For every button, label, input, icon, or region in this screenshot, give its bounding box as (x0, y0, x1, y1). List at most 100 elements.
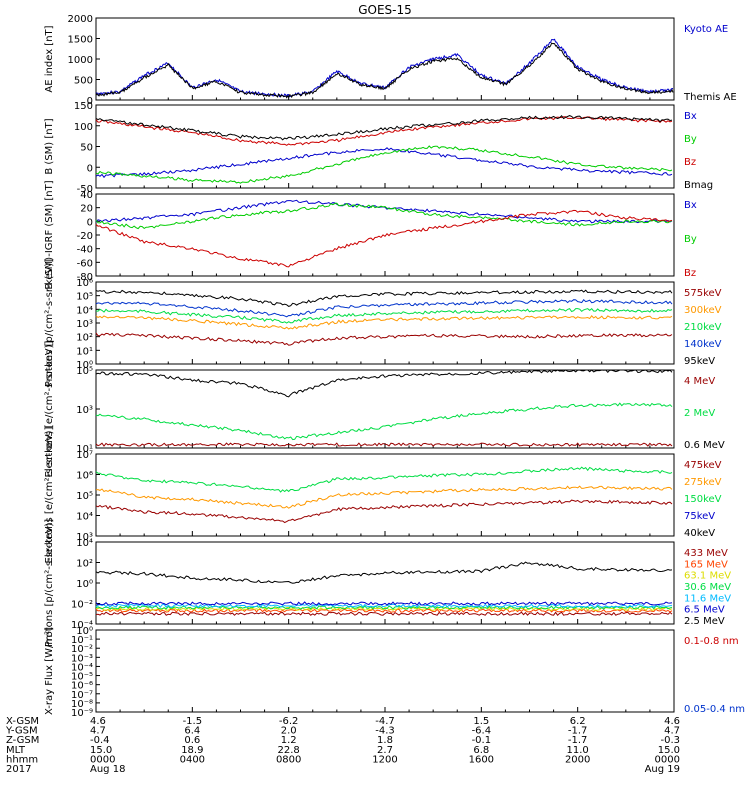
time-row-value: 4.6 (90, 716, 106, 727)
time-row-value: 6.8 (473, 745, 489, 756)
legend-label: 475keV (684, 460, 722, 471)
legend-label: 11.6 MeV (684, 593, 731, 604)
y-tick-label: 10⁵ (76, 491, 93, 502)
time-row-value: 4.7 (90, 726, 106, 737)
y-tick-label: 10³ (76, 319, 93, 330)
time-row-value: -6.2 (279, 716, 299, 727)
y-tick-label: 10⁻⁵ (71, 672, 93, 683)
series-line-0 (95, 332, 673, 346)
y-axis-label: Electrons [e/(cm²-s-sr-keV)] (44, 426, 55, 563)
time-row-value: 1600 (469, 754, 494, 765)
legend-label: 30.6 MeV (684, 582, 731, 593)
y-tick-label: 10⁻⁸ (71, 699, 93, 710)
legend-label: 300keV (684, 305, 722, 316)
series-line-2 (95, 466, 673, 493)
legend-label: 63.1 MeV (684, 571, 731, 582)
y-tick-label: 10⁻⁴ (71, 662, 93, 673)
y-tick-label: 10⁰ (76, 579, 93, 590)
series-line-3 (95, 605, 673, 610)
legend-label: 95keV (684, 356, 715, 367)
time-row-value: 0.6 (184, 735, 200, 746)
time-row-value: 2.0 (281, 726, 297, 737)
series-line-2 (95, 307, 673, 324)
y-tick-label: 0 (87, 96, 93, 107)
series-line-1 (95, 608, 673, 613)
series-line-0 (95, 499, 673, 524)
time-row-value: 1.8 (377, 735, 393, 746)
y-tick-label: 10⁻⁶ (71, 681, 93, 692)
y-tick-label: 2000 (68, 14, 93, 25)
legend-label: Kyoto AE (684, 24, 728, 35)
y-tick-label: 10² (76, 559, 93, 570)
time-row-value: Aug 18 (90, 764, 125, 775)
panel-6: 10⁻⁴ 10⁻² 10⁰ 10² 10⁴ Protons [p/(cm²-s-sr-ke… (44, 519, 731, 647)
panel-0: 0 500 1000 1500 2000 AE index [nT] Kyoto AE The… (44, 14, 737, 107)
legend-label: Themis AE (683, 92, 737, 103)
series-line-1 (95, 145, 673, 184)
y-tick-label: 10⁻⁷ (71, 690, 93, 701)
time-row-value: Aug 19 (645, 764, 680, 775)
y-tick-label: 150 (74, 101, 93, 112)
y-tick-label: 20 (80, 204, 93, 215)
legend-label: 2 MeV (684, 408, 715, 419)
y-tick-label: 50 (80, 143, 93, 154)
time-row-label: 2017 (6, 764, 31, 775)
time-row-value: -0.1 (472, 735, 492, 746)
time-row-value: 0000 (90, 754, 115, 765)
y-tick-label: 10⁵ (76, 366, 93, 377)
y-tick-label: 10³ (76, 405, 93, 416)
legend-label: Bx (684, 200, 697, 211)
y-tick-label: 0 (87, 163, 93, 174)
y-tick-label: 10⁶ (76, 278, 93, 289)
series-line-0 (95, 611, 673, 616)
time-row-value: 1200 (372, 754, 397, 765)
legend-label: 0.6 MeV (684, 440, 725, 451)
y-tick-label: -40 (77, 245, 93, 256)
y-tick-label: 500 (74, 76, 93, 87)
legend-label: By (684, 234, 697, 245)
time-row-value: 6.2 (570, 716, 586, 727)
y-tick-label: 100 (74, 122, 93, 133)
time-row-label: Y-GSM (5, 726, 38, 737)
series-line-0 (95, 442, 673, 447)
y-axis-label: Protons [p/(cm²-s-sr-keV)] (44, 519, 55, 647)
y-tick-label: -60 (77, 258, 93, 269)
series-line-2 (95, 369, 673, 398)
legend-label: 140keV (684, 339, 722, 350)
y-tick-label: 40 (80, 190, 93, 201)
series-line-4 (95, 603, 673, 609)
time-row-value: 0800 (276, 754, 301, 765)
y-tick-label: 10⁻¹ (71, 635, 93, 646)
panel-2: -80 -60 -40 -20 0 20 40 B (SM)-IGRF (SM) [nT] Bx… (44, 180, 697, 289)
y-tick-label: 10⁰ (76, 626, 93, 637)
time-row-label: X-GSM (6, 716, 39, 727)
series-line-1 (95, 402, 673, 441)
legend-label: 40keV (684, 528, 715, 539)
y-tick-label: -80 (77, 272, 93, 283)
time-row-value: -1.7 (568, 726, 588, 737)
y-tick-label: 10³ (76, 532, 93, 543)
y-tick-label: 10⁻² (71, 644, 93, 655)
time-row-value: -1.5 (183, 716, 203, 727)
legend-label: By (684, 134, 697, 145)
y-tick-label: -20 (77, 231, 93, 242)
series-line-3 (95, 115, 673, 141)
time-row-value: -0.4 (90, 735, 110, 746)
y-axis-label: Electrons [e/(cm²-s-sr-keV)] (44, 340, 55, 477)
panel-3: 10⁰ 10¹ 10² 10³ 10⁴ 10⁵ 10⁶ Protons [p/(cm²-s-s… (44, 259, 722, 387)
legend-label: 275keV (684, 477, 722, 488)
time-row-label: Z-GSM (6, 735, 39, 746)
legend-label: 210keV (684, 322, 722, 333)
time-row-value: 0400 (180, 754, 205, 765)
series-line-5 (95, 601, 673, 606)
time-row-value: 18.9 (181, 745, 203, 756)
time-row-value: 6.4 (184, 726, 200, 737)
y-tick-label: 10⁷ (76, 450, 93, 461)
time-row-label: hhmm (6, 754, 38, 765)
y-axis-label: B (SM) [nT] (44, 118, 55, 174)
y-tick-label: 10² (76, 333, 93, 344)
y-axis-label: X-ray Flux [W/m²] (44, 627, 55, 715)
